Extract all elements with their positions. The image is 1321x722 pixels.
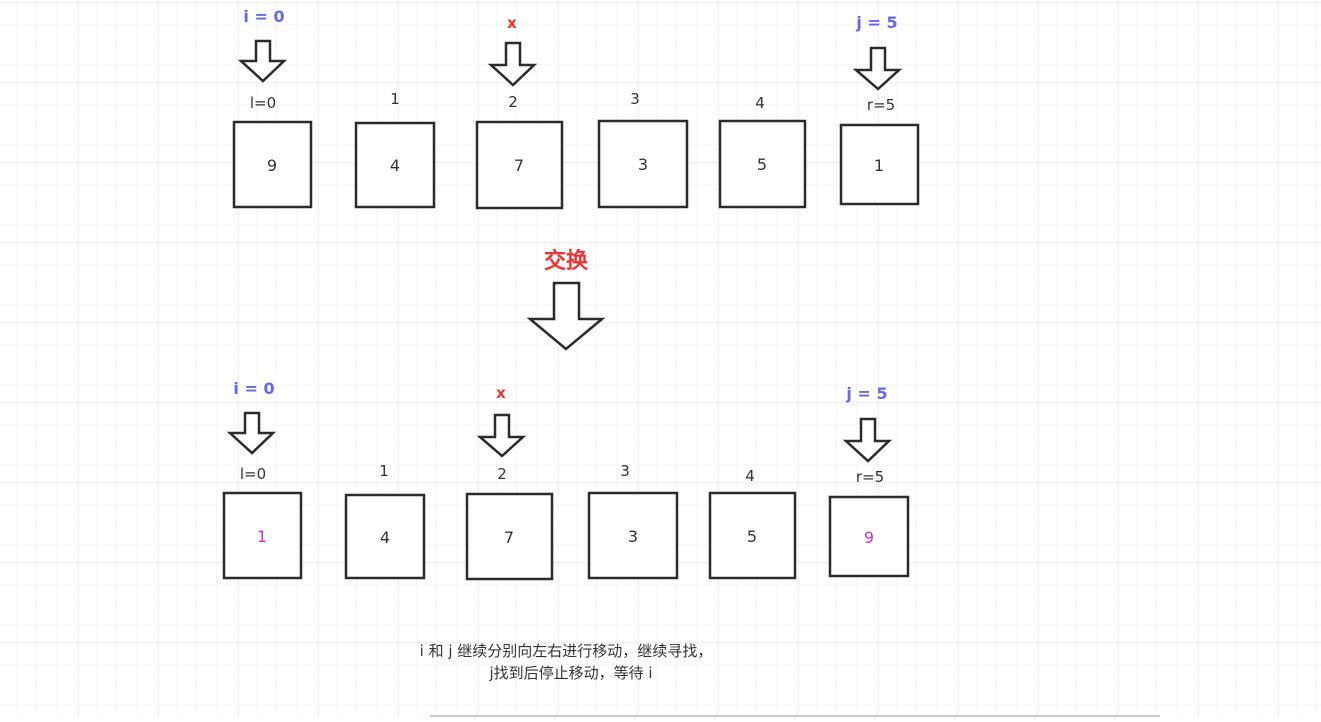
bottom-index-label-0: l=0 <box>240 465 266 483</box>
top-array-box-4 <box>718 119 807 209</box>
bottom-array-value-5: 9 <box>864 528 874 547</box>
top-array-value-0: 9 <box>267 156 277 175</box>
bottom-index-label-4: 4 <box>745 467 755 485</box>
top-pointer-x-label: x <box>507 14 517 32</box>
bottom-array-value-4: 5 <box>747 527 757 546</box>
bottom-index-label-5: r=5 <box>856 468 884 486</box>
top-index-label-2: 2 <box>508 93 518 111</box>
top-pointer-i-label: i = 0 <box>243 7 284 26</box>
bottom-array-box-2 <box>465 492 554 581</box>
bottom-array-value-3: 3 <box>628 527 638 546</box>
top-array-value-2: 7 <box>514 156 524 175</box>
top-pointer-j-label: j = 5 <box>855 13 897 32</box>
top-array-box-1 <box>354 121 436 209</box>
bottom-divider <box>430 715 1160 717</box>
top-array-value-1: 4 <box>390 156 400 175</box>
bottom-index-label-3: 3 <box>620 462 630 480</box>
bottom-array-box-0 <box>222 491 303 580</box>
bottom-array-value-0: 1 <box>257 527 267 546</box>
top-array-box-3 <box>597 119 689 209</box>
bottom-arrow-i-icon <box>226 411 277 455</box>
bottom-array-box-5 <box>828 495 910 578</box>
bottom-index-label-1: 1 <box>379 462 389 480</box>
top-array-box-0 <box>232 120 313 209</box>
top-index-label-1: 1 <box>390 90 400 108</box>
bottom-row: i = 0 x j = 5 l=0 1 2 3 4 r=5 1 4 7 3 5 … <box>222 379 910 581</box>
bottom-array-value-1: 4 <box>380 528 390 547</box>
bottom-array-box-1 <box>344 493 426 580</box>
top-array-box-2 <box>475 120 564 210</box>
top-index-label-5: r=5 <box>867 96 895 114</box>
caption-line-1: i 和 j 继续分别向左右进行移动，继续寻找， <box>420 642 713 660</box>
swap-step: 交换 <box>526 248 606 351</box>
bottom-array-box-4 <box>708 491 797 580</box>
top-index-label-0: l=0 <box>250 94 276 112</box>
top-array-box-5 <box>839 123 920 206</box>
top-arrow-i-icon <box>237 39 288 83</box>
bottom-array-value-2: 7 <box>504 528 514 547</box>
top-row: i = 0 x j = 5 l=0 1 2 3 4 r=5 9 4 7 3 5 … <box>232 7 920 210</box>
top-index-label-4: 4 <box>755 94 765 112</box>
top-array-value-4: 5 <box>757 155 767 174</box>
top-arrow-x-icon <box>487 41 538 87</box>
swap-label: 交换 <box>544 248 589 274</box>
bottom-arrow-j-icon <box>842 417 893 463</box>
caption: i 和 j 继续分别向左右进行移动，继续寻找， j找到后停止移动，等待 i <box>420 642 713 682</box>
bottom-index-label-2: 2 <box>497 465 507 483</box>
caption-line-2: j找到后停止移动，等待 i <box>488 664 652 682</box>
top-arrow-j-icon <box>852 46 903 91</box>
bottom-arrow-x-icon <box>476 413 527 458</box>
bottom-pointer-x-label: x <box>496 384 506 402</box>
top-array-value-5: 1 <box>874 156 884 175</box>
bottom-pointer-i-label: i = 0 <box>233 379 274 398</box>
swap-arrow-down-icon <box>526 281 606 351</box>
bottom-pointer-j-label: j = 5 <box>845 384 887 403</box>
bottom-array-box-3 <box>587 491 679 580</box>
top-index-label-3: 3 <box>630 90 640 108</box>
top-array-value-3: 3 <box>638 155 648 174</box>
